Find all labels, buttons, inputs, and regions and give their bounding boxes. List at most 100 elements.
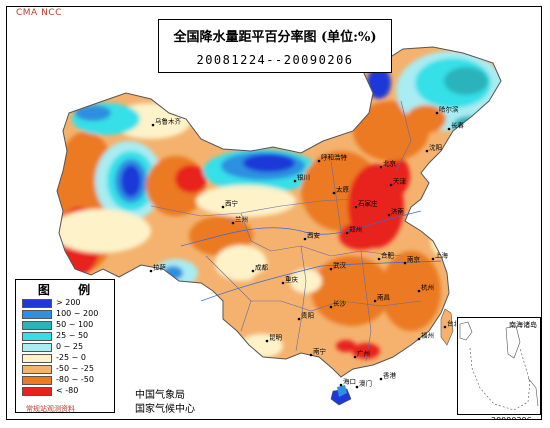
city-marker [447, 127, 451, 131]
city-label: 贵阳 [301, 311, 314, 320]
legend-label: 0 ~ 25 [56, 342, 84, 351]
legend-label: -80 ~ -50 [56, 375, 94, 384]
city-label: 昆明 [269, 334, 283, 342]
city-label: 台北 [447, 319, 461, 328]
city-label: 郑州 [349, 226, 362, 234]
city-marker [431, 257, 435, 261]
legend-label: 50 ~ 100 [56, 320, 94, 329]
legend-swatch [22, 310, 52, 319]
legend-swatch [22, 354, 52, 363]
legend-swatch [22, 387, 52, 396]
legend-item: < -80 [22, 386, 112, 396]
legend: 图 例 > 200 100 ~ 200 50 ~ 100 25 ~ 50 0 ~… [15, 279, 115, 413]
legend-swatch [22, 332, 52, 341]
legend-item: -80 ~ -50 [22, 375, 112, 385]
watermark: CMA NCC [16, 8, 62, 18]
city-marker [293, 179, 297, 183]
city-marker [387, 213, 391, 217]
organization: 中国气象局 国家气候中心 [135, 389, 195, 417]
city-label: 重庆 [285, 275, 299, 284]
city-marker [353, 355, 357, 359]
city-label: 北京 [383, 159, 397, 168]
city-marker [329, 305, 333, 309]
city-marker [379, 165, 383, 169]
legend-swatch [22, 376, 52, 385]
city-label: 南昌 [377, 293, 390, 302]
city-marker [435, 111, 439, 115]
city-label: 济南 [391, 207, 405, 216]
city-label: 天津 [393, 178, 407, 186]
city-marker [281, 281, 285, 285]
city-label: 石家庄 [358, 199, 378, 208]
legend-item: 100 ~ 200 [22, 309, 112, 319]
city-label: 太原 [336, 185, 350, 194]
legend-label: > 200 [56, 298, 81, 307]
legend-title: 图 例 [37, 283, 103, 297]
city-marker [332, 191, 336, 195]
legend-label: -50 ~ -25 [56, 364, 94, 373]
city-label: 福州 [421, 331, 434, 340]
legend-item: -25 ~ 0 [22, 353, 112, 363]
city-label: 南宁 [313, 347, 327, 356]
south-china-sea-inset: 南海诸岛 [457, 317, 541, 415]
city-marker [377, 257, 381, 261]
legend-swatch [22, 365, 52, 374]
city-label: 西宁 [225, 199, 239, 208]
city-marker [403, 261, 407, 265]
city-marker [329, 267, 333, 271]
city-label: 南京 [407, 255, 421, 264]
city-marker [345, 231, 349, 235]
city-marker [355, 385, 359, 389]
city-marker [443, 325, 447, 329]
city-marker [303, 237, 307, 241]
taiwan [440, 308, 454, 346]
city-marker [251, 269, 255, 273]
date-range: 20081224--20090206 [196, 53, 354, 67]
city-label: 西安 [307, 231, 321, 240]
country-border [56, 46, 502, 378]
inset-label: 南海诸岛 [509, 321, 537, 329]
city-marker [373, 299, 377, 303]
city-label: 合肥 [381, 251, 395, 260]
province-borders [150, 100, 422, 362]
city-marker [265, 339, 269, 343]
city-label: 乌鲁木齐 [155, 117, 182, 126]
city-label: 长沙 [333, 299, 347, 308]
title-box: 全国降水量距平百分率图 (单位:%) 20081224--20090206 [158, 19, 392, 73]
city-marker [151, 123, 155, 127]
city-marker [417, 337, 421, 341]
city-label: 兰州 [235, 215, 248, 224]
legend-item: > 200 [22, 298, 112, 308]
inset-map [459, 321, 539, 411]
city-label: 广州 [357, 349, 370, 358]
legend-label: < -80 [56, 386, 79, 395]
legend-item: 0 ~ 25 [22, 342, 112, 352]
city-marker [309, 353, 313, 357]
city-label: 澳门 [359, 379, 372, 388]
city-marker [221, 205, 225, 209]
city-label: 香港 [383, 371, 397, 380]
legend-item: 25 ~ 50 [22, 331, 112, 341]
map-frame: 乌鲁木齐 哈尔滨 长春 沈阳 呼和浩特 北京 天津 银川 太原 石家庄 济南 西宁 兰州 西安 郑州 南京 合肥… [6, 6, 542, 420]
legend-swatch [22, 299, 52, 308]
organization-line: 中国气象局 [135, 390, 185, 401]
legend-label: 25 ~ 50 [56, 331, 89, 340]
city-label: 上海 [435, 251, 449, 260]
city-marker [425, 149, 429, 153]
legend-source: 常规站观测资料 [26, 405, 75, 413]
city-label: 拉萨 [153, 263, 167, 272]
date-stamp: 20090206 [491, 416, 532, 419]
city-label: 哈尔滨 [439, 105, 459, 114]
city-marker [231, 221, 235, 225]
legend-swatch [22, 321, 52, 330]
legend-swatch [22, 343, 52, 352]
city-label: 长春 [451, 121, 465, 130]
city-label: 海口 [343, 377, 356, 386]
city-label: 呼和浩特 [321, 153, 348, 162]
city-marker [149, 269, 153, 273]
city-marker [354, 205, 358, 209]
city-label: 杭州 [421, 283, 434, 292]
city-label: 成都 [255, 263, 269, 272]
